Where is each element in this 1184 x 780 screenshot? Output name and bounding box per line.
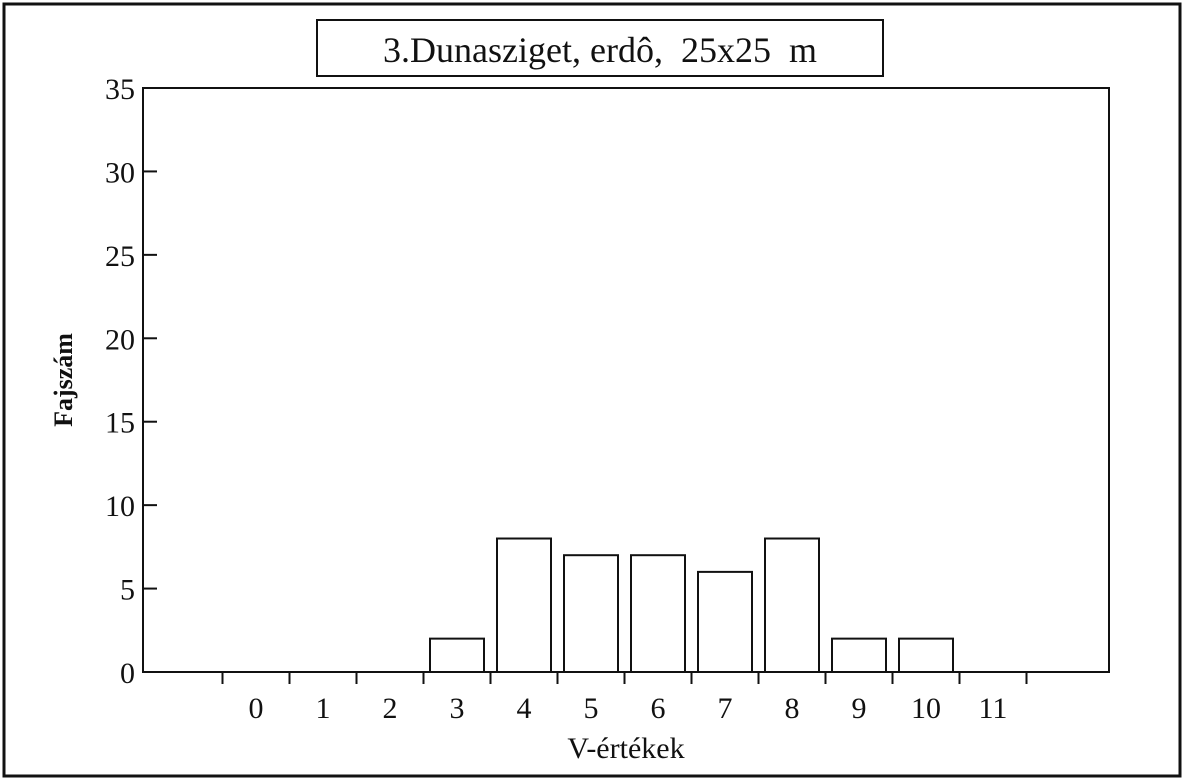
y-tick-label: 25 (105, 240, 135, 273)
y-tick-label: 20 (105, 323, 135, 356)
x-tick-label: 9 (852, 692, 867, 725)
bar (764, 537, 820, 673)
y-tick-label: 35 (105, 73, 135, 106)
y-tick-label: 30 (105, 156, 135, 189)
x-axis-ticks: 0 1 2 3 4 5 6 7 8 9 10 11 (221, 672, 1028, 725)
y-tick-label: 10 (105, 490, 135, 523)
bar (831, 637, 887, 674)
plot-area (142, 87, 1110, 673)
x-tick-label: 3 (450, 692, 465, 725)
x-tick-label: 6 (651, 692, 666, 725)
x-tick-label: 11 (979, 692, 1008, 725)
x-tick-label: 2 (383, 692, 398, 725)
y-axis-ticks: 0 5 10 15 20 25 30 35 (105, 73, 157, 690)
bar (898, 637, 954, 674)
x-tick-label: 7 (718, 692, 733, 725)
x-tick-label: 4 (517, 692, 532, 725)
x-tick-label: 5 (584, 692, 599, 725)
bar (630, 554, 686, 674)
bar (563, 554, 619, 674)
x-tick-label: 10 (911, 692, 941, 725)
x-tick-label: 0 (249, 692, 264, 725)
x-tick-label: 8 (785, 692, 800, 725)
chart-title: 3.Dunasziget, erdô, 25x25 m (383, 30, 817, 70)
y-tick-label: 5 (120, 574, 135, 607)
x-tick-label: 1 (316, 692, 331, 725)
bar (697, 570, 753, 674)
title-box (316, 19, 884, 77)
bar-series (429, 537, 954, 674)
y-tick-label: 0 (120, 657, 135, 690)
y-axis-label: Fajszám (49, 333, 78, 427)
x-axis-label: V-értékek (567, 732, 684, 765)
bar (429, 637, 485, 674)
y-tick-label: 15 (105, 407, 135, 440)
bar (496, 537, 552, 673)
